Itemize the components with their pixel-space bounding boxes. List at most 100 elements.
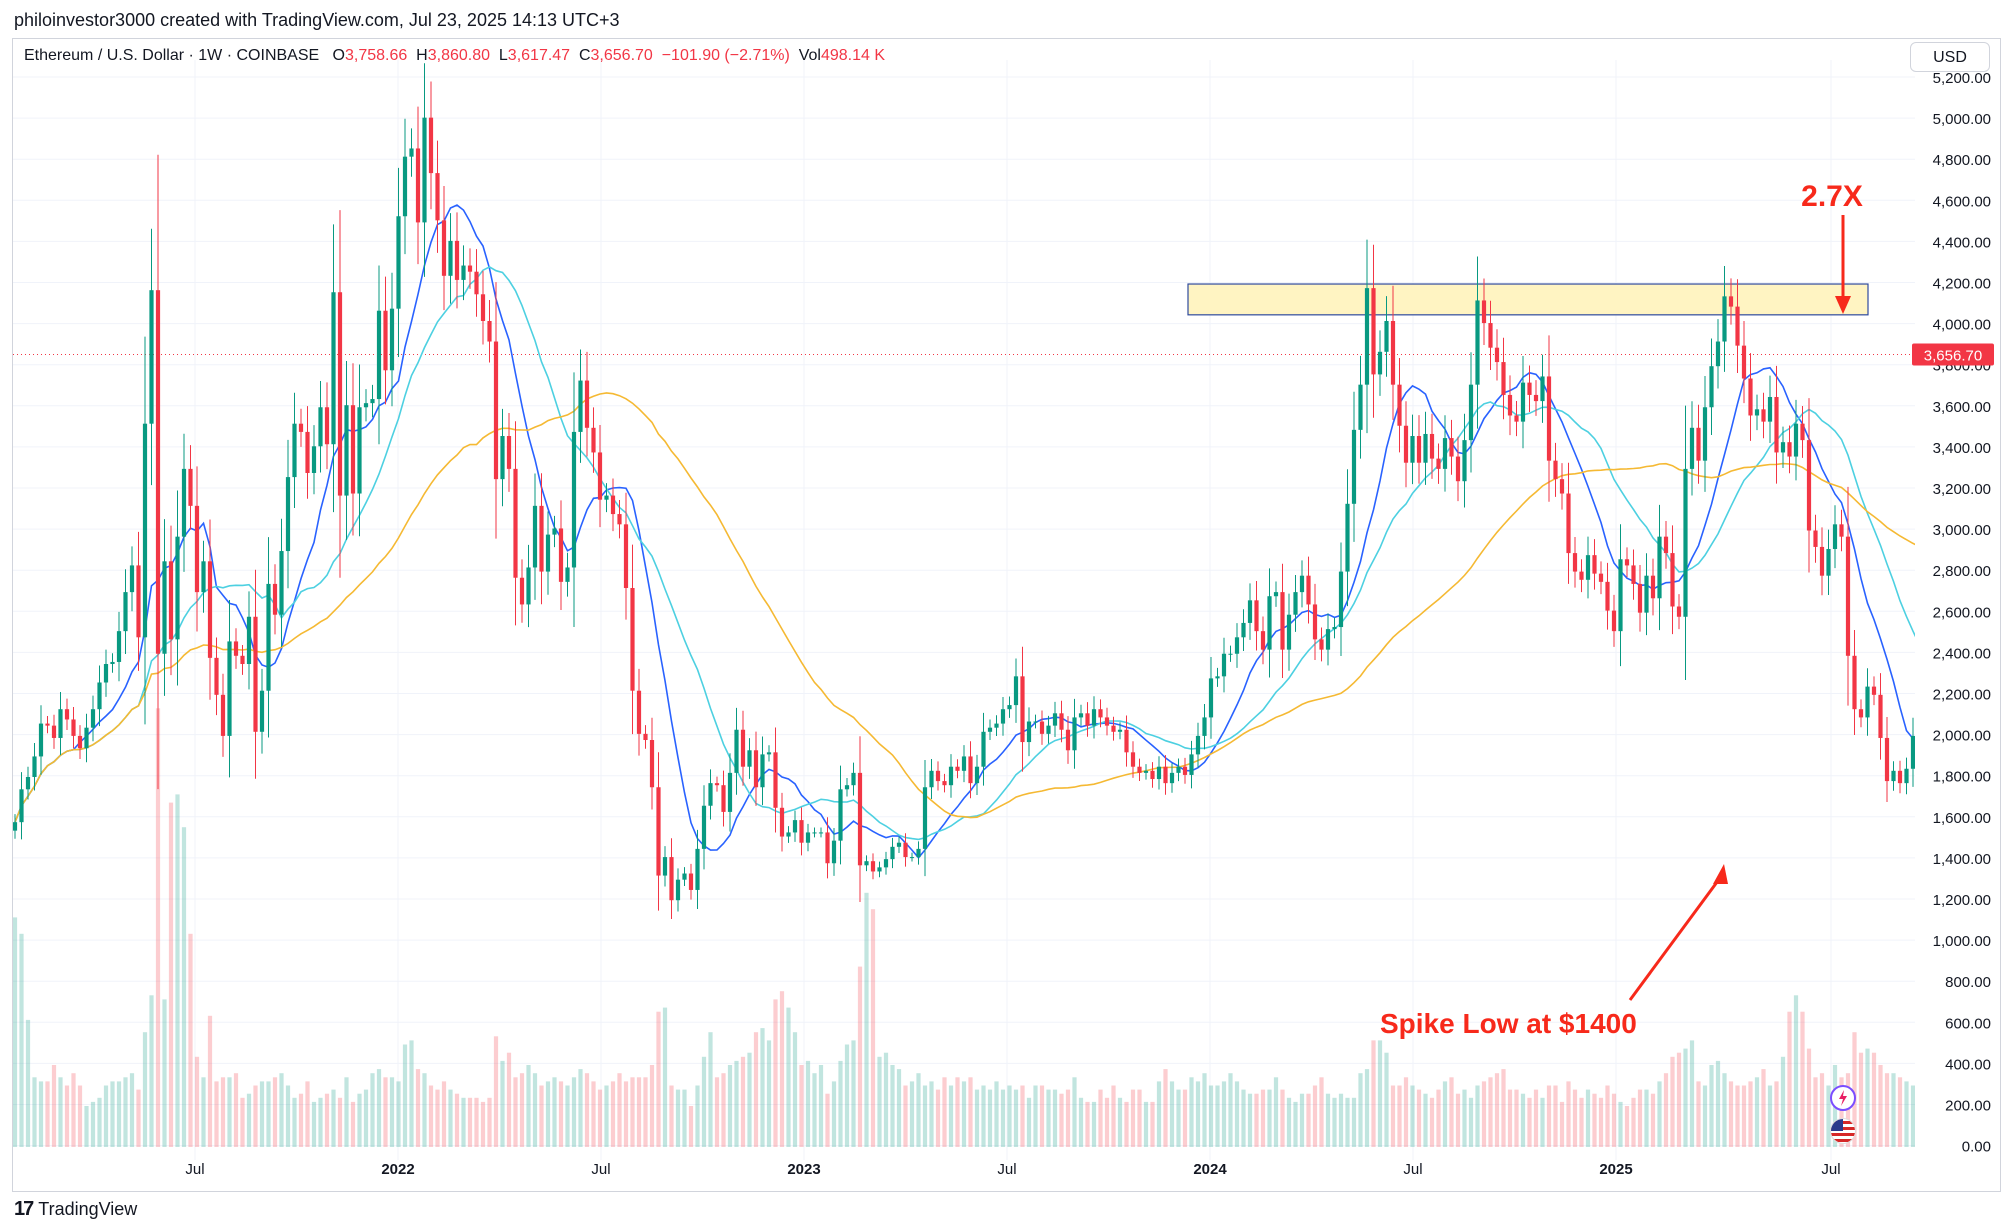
candle	[1631, 549, 1636, 600]
candle-body	[1332, 627, 1337, 630]
candle	[493, 282, 499, 539]
candle-body	[558, 528, 564, 582]
candle-body	[1715, 341, 1721, 367]
volume-bar	[864, 892, 869, 1147]
candle	[1572, 537, 1578, 588]
candle	[552, 515, 557, 548]
candle	[194, 466, 200, 632]
candle-body	[1468, 384, 1474, 441]
us-flag-icon[interactable]	[1830, 1118, 1856, 1144]
currency-button[interactable]: USD	[1910, 42, 1990, 72]
volume-bar	[610, 1081, 616, 1147]
candle-body	[402, 156, 408, 217]
tradingview-brand[interactable]: 17 TradingView	[14, 1198, 137, 1221]
candle	[1371, 244, 1376, 418]
candle	[38, 705, 44, 775]
candle	[1150, 762, 1155, 788]
volume-bar	[708, 1032, 713, 1147]
candle-body	[188, 468, 193, 506]
candle-body	[45, 723, 50, 726]
ai-spark-icon[interactable]	[1830, 1085, 1856, 1111]
volume-bar	[1527, 1097, 1532, 1147]
volume-bar	[175, 794, 180, 1147]
candle	[818, 827, 824, 838]
candle-body	[58, 709, 63, 738]
candle-body	[207, 561, 213, 658]
candle-body	[584, 380, 590, 428]
candle-body	[1507, 394, 1513, 416]
candle-body	[1156, 766, 1162, 780]
candle	[1059, 700, 1064, 743]
volume-bar	[818, 1065, 824, 1147]
volume-bar	[448, 1089, 453, 1147]
price-tick-label: 3,400.00	[1933, 440, 1991, 457]
volume-bar	[896, 1069, 902, 1147]
candle-body	[1709, 366, 1714, 408]
candle	[545, 511, 551, 595]
candle-body	[1241, 622, 1246, 638]
candle-body	[376, 310, 382, 400]
candle	[1832, 505, 1838, 569]
candle-body	[766, 752, 772, 755]
volume-bar	[1767, 1085, 1773, 1147]
candle-body	[721, 785, 726, 812]
candle-body	[116, 631, 122, 662]
volume-bar	[760, 1028, 765, 1147]
candle	[1423, 411, 1428, 485]
candle-body	[1455, 456, 1461, 482]
volume-bar	[513, 1077, 518, 1147]
candle	[1995, 604, 1999, 662]
candle-body	[1787, 442, 1792, 457]
candle	[487, 300, 492, 363]
volume-bar	[903, 1085, 908, 1147]
candle	[987, 719, 993, 741]
volume-bar	[1137, 1089, 1142, 1147]
candle-body	[1176, 766, 1181, 773]
volume-bar	[1696, 1081, 1701, 1147]
volume-bar	[1176, 1089, 1181, 1147]
candle	[285, 439, 291, 589]
candle	[1241, 609, 1246, 652]
volume-bar	[1007, 1085, 1012, 1147]
price-tick-label: 2,200.00	[1933, 687, 1991, 704]
candle	[162, 519, 167, 696]
candle-body	[922, 787, 928, 849]
candle	[1052, 701, 1058, 738]
candle-body	[97, 682, 102, 710]
candle-body	[142, 423, 148, 638]
candle	[1689, 401, 1695, 496]
volume-bar	[51, 1065, 57, 1147]
candle	[1592, 539, 1597, 590]
volume-bar	[643, 1077, 648, 1147]
symbol-title[interactable]: Ethereum / U.S. Dollar · 1W · COINBASE	[24, 47, 320, 64]
candle	[617, 500, 622, 539]
candle-body	[539, 505, 544, 572]
candle	[246, 591, 252, 690]
volume-bar	[812, 1073, 817, 1147]
candle-body	[708, 783, 713, 806]
volume-bar	[1169, 1081, 1175, 1147]
volume-bar	[2008, 1086, 2012, 1148]
volume-bar	[1924, 1073, 1928, 1147]
candle-body	[129, 565, 135, 593]
candle	[1111, 716, 1116, 741]
candle	[428, 81, 434, 210]
volume-value: 498.14 K	[820, 47, 885, 64]
volume-bar	[1189, 1077, 1194, 1147]
candle-body	[1410, 436, 1415, 463]
candle	[1644, 553, 1649, 636]
volume-bar	[1904, 1081, 1909, 1147]
candle	[467, 248, 473, 289]
volume-bar	[1709, 1065, 1714, 1147]
annotations: 2.7X Spike Low at $1400	[1380, 180, 1863, 1039]
volume-bar	[1553, 1085, 1558, 1147]
volume-bar	[1436, 1089, 1441, 1147]
candle	[227, 599, 232, 778]
time-tick-label: Jul	[1821, 1161, 1840, 1178]
candle-body	[168, 561, 174, 640]
candle	[1787, 425, 1792, 474]
price-tick-label: 4,200.00	[1933, 276, 1991, 293]
volume-bar	[285, 1085, 291, 1147]
candle	[175, 490, 180, 686]
